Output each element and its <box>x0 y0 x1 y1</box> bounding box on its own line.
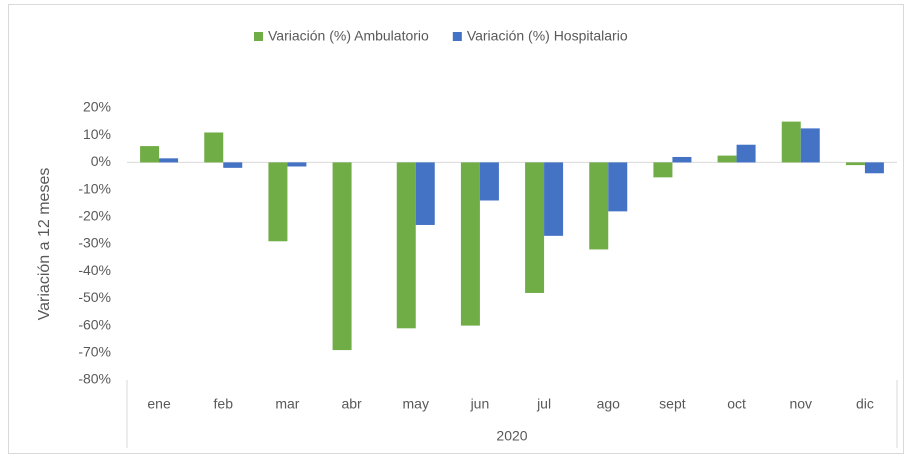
bar <box>332 162 352 351</box>
y-tick-label: 10% <box>83 126 111 142</box>
bar <box>672 156 692 163</box>
y-tick-label: -50% <box>78 289 111 305</box>
legend-swatch <box>452 32 462 41</box>
y-tick-label: -30% <box>78 235 111 251</box>
x-tick-label: sept <box>659 396 686 412</box>
x-tick-label: nov <box>789 396 812 412</box>
x-tick-label: jun <box>470 396 490 412</box>
bar <box>544 162 564 236</box>
legend-label: Variación (%) Hospitalario <box>467 28 628 44</box>
bar <box>781 121 801 163</box>
bar <box>845 162 865 166</box>
x-tick-label: may <box>403 396 429 412</box>
bar <box>800 128 820 163</box>
bar <box>525 162 545 293</box>
bar <box>460 162 480 326</box>
y-tick-label: -60% <box>78 316 111 332</box>
bar <box>223 162 243 168</box>
y-tick-label: 0% <box>91 153 111 169</box>
y-tick-label: -40% <box>78 262 111 278</box>
bar <box>589 162 609 250</box>
bar <box>864 162 884 174</box>
x-tick-label: jul <box>536 396 551 412</box>
bar <box>140 146 160 163</box>
chart-border <box>8 4 904 454</box>
bar <box>608 162 628 212</box>
y-tick-label: -70% <box>78 344 111 360</box>
y-tick-label: 20% <box>83 99 111 115</box>
bar <box>717 155 737 163</box>
bar <box>204 132 224 163</box>
bar <box>736 144 756 163</box>
x-group-label: 2020 <box>496 428 527 444</box>
x-tick-label: oct <box>727 396 746 412</box>
bar <box>268 162 288 242</box>
bar <box>159 158 179 163</box>
x-tick-label: ene <box>147 396 171 412</box>
legend-label: Variación (%) Ambulatorio <box>268 28 429 44</box>
bar <box>415 162 435 225</box>
bar <box>479 162 499 201</box>
x-tick-label: ago <box>597 396 621 412</box>
x-tick-label: abr <box>341 396 362 412</box>
bar <box>396 162 416 329</box>
x-tick-label: dic <box>856 396 874 412</box>
legend-swatch <box>254 32 263 41</box>
x-tick-label: mar <box>275 396 299 412</box>
y-axis-title: Variación a 12 meses <box>36 168 53 321</box>
y-tick-label: -80% <box>78 371 111 387</box>
x-tick-label: feb <box>214 396 234 412</box>
y-tick-label: -20% <box>78 208 111 224</box>
bar <box>653 162 673 178</box>
y-tick-label: -10% <box>78 180 111 196</box>
bar <box>287 162 307 167</box>
